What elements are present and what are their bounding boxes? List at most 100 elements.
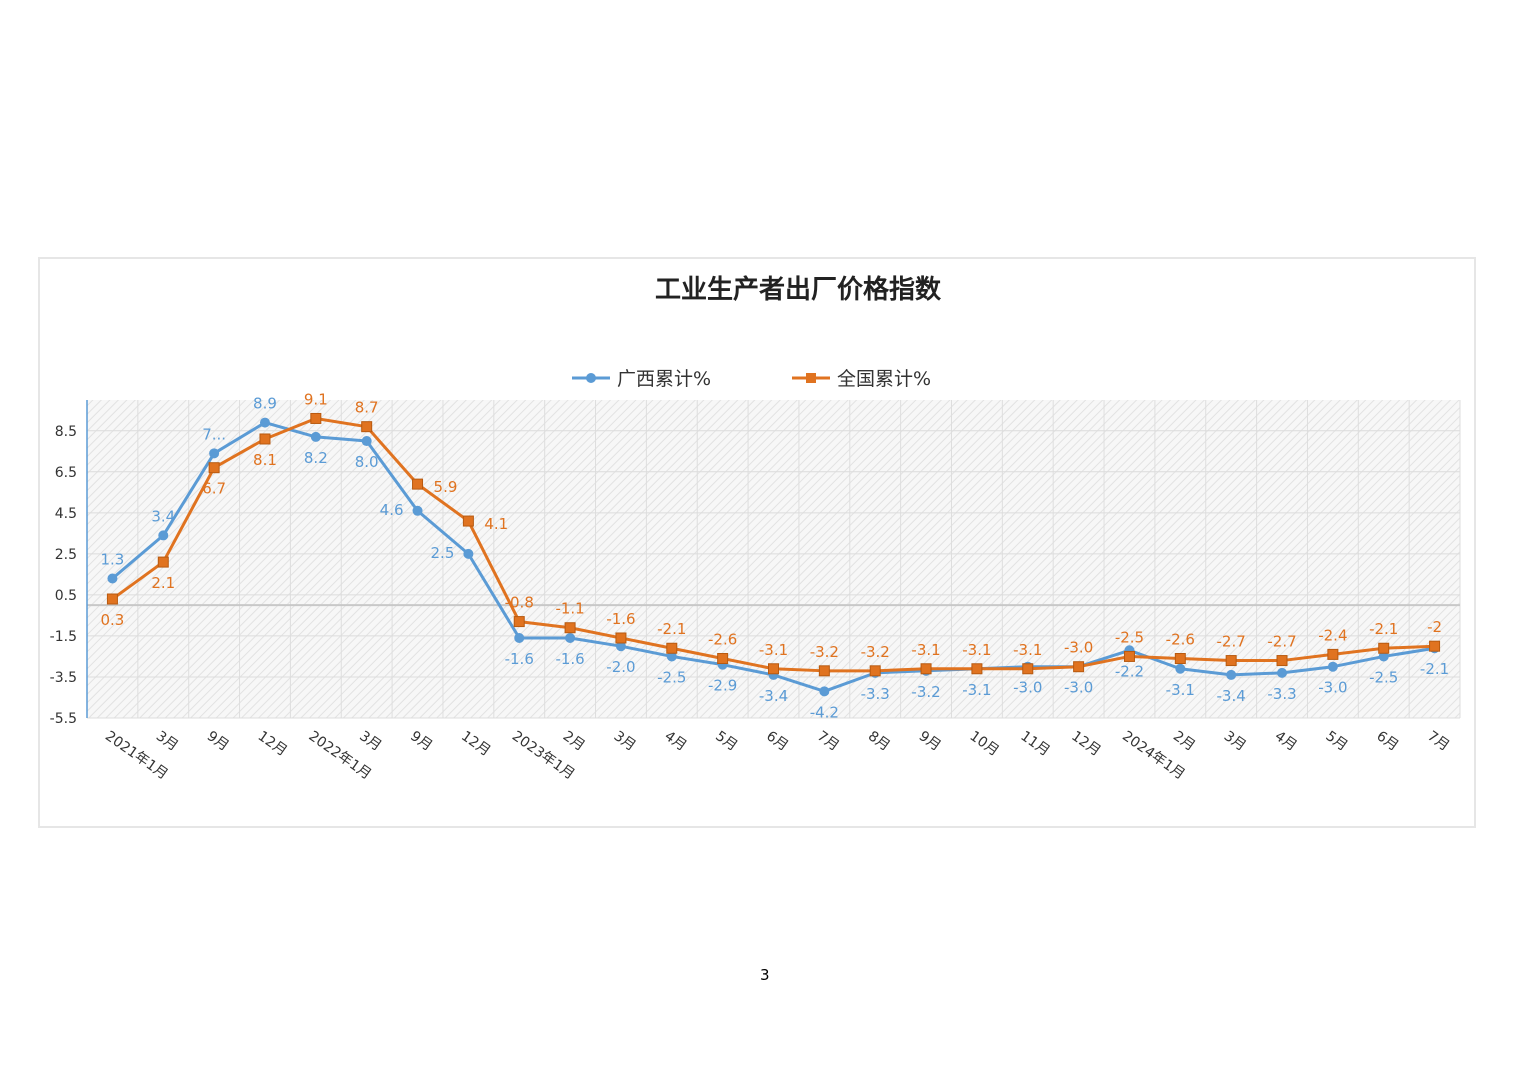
data-point xyxy=(209,448,220,459)
y-tick-label: 2.5 xyxy=(55,547,77,563)
data-label: -2.1 xyxy=(657,620,686,638)
data-point xyxy=(564,622,576,634)
data-label: -2.5 xyxy=(1115,628,1144,646)
data-label: 5.9 xyxy=(434,478,458,496)
data-point xyxy=(310,412,322,424)
data-point xyxy=(565,632,576,643)
data-label: 8.2 xyxy=(304,449,328,467)
x-tick-label: 9月 xyxy=(204,728,232,754)
data-label: 0.3 xyxy=(100,611,124,629)
data-label: -3.0 xyxy=(1318,679,1347,697)
data-label: 8.0 xyxy=(355,453,379,471)
data-point xyxy=(1225,655,1237,667)
data-point xyxy=(819,686,830,697)
x-tick-label: 8月 xyxy=(865,728,893,754)
data-label: -4.2 xyxy=(810,703,839,721)
data-label: -3.2 xyxy=(861,643,890,661)
data-point xyxy=(768,663,779,675)
data-label: -3.2 xyxy=(911,683,940,701)
legend-label-guangxi: 广西累计% xyxy=(617,368,711,390)
data-label: -3.0 xyxy=(1013,679,1042,697)
series: 1.3 3.4 7... 8.9 8.2 8.0 4.6 2.5 -1.6 -1.6 -2.0 -2.… xyxy=(100,390,1449,721)
data-label: -3.1 xyxy=(1013,641,1042,659)
data-point xyxy=(1073,661,1085,673)
data-point xyxy=(1123,650,1135,662)
data-label: -3.4 xyxy=(1217,687,1246,705)
x-tick-label: 7月 xyxy=(1424,728,1452,754)
data-point xyxy=(463,548,474,559)
data-label: -1.6 xyxy=(505,650,534,668)
y-tick-label: 8.5 xyxy=(55,424,77,440)
data-label: -1.6 xyxy=(555,650,584,668)
data-label: -3.2 xyxy=(810,643,839,661)
chart-title: 工业生产者出厂价格指数 xyxy=(655,274,942,305)
x-tick-label: 9月 xyxy=(407,728,435,754)
data-point xyxy=(514,632,525,643)
data-point xyxy=(107,573,118,584)
data-point xyxy=(462,515,474,527)
data-label: -3.1 xyxy=(962,641,991,659)
x-tick-label: 4月 xyxy=(662,728,690,754)
data-label: -2.4 xyxy=(1318,626,1347,644)
data-label: -3.3 xyxy=(1267,685,1296,703)
data-point xyxy=(208,462,220,474)
x-tick-label: 2月 xyxy=(560,728,588,754)
data-point xyxy=(1174,653,1186,665)
data-label: -1.6 xyxy=(606,610,635,628)
x-tick-label: 3月 xyxy=(1221,728,1249,754)
x-tick-label: 4月 xyxy=(1272,728,1300,754)
x-tick-label: 10月 xyxy=(967,728,1002,759)
y-tick-label: 4.5 xyxy=(55,506,77,522)
data-label: -2.1 xyxy=(1369,620,1398,638)
data-point xyxy=(1276,655,1288,667)
x-tick-label: 12月 xyxy=(1068,728,1103,759)
data-label: -3.1 xyxy=(911,641,940,659)
data-label: -2.5 xyxy=(1369,668,1398,686)
x-tick-label: 9月 xyxy=(916,728,944,754)
data-label: 2.5 xyxy=(431,544,455,562)
data-label: 2.1 xyxy=(151,574,175,592)
legend-marker-national xyxy=(806,373,816,383)
data-label: 4.6 xyxy=(380,501,404,519)
grid xyxy=(86,400,1461,719)
data-point xyxy=(1378,651,1389,662)
x-tick-label: 11月 xyxy=(1017,728,1052,759)
legend-label-national: 全国累计% xyxy=(837,368,931,390)
y-tick-label: -1.5 xyxy=(50,629,77,645)
data-label: 8.1 xyxy=(253,451,277,469)
data-point xyxy=(1429,640,1441,652)
data-label: 8.7 xyxy=(355,399,379,417)
x-tick-label: 5月 xyxy=(1323,728,1351,754)
data-label: 6.7 xyxy=(202,480,226,498)
x-tick-label: 3月 xyxy=(153,728,181,754)
chart-frame xyxy=(38,257,1476,828)
data-label: 3.4 xyxy=(151,507,175,525)
data-label: -2.2 xyxy=(1115,662,1144,680)
data-point xyxy=(157,556,169,568)
data-point xyxy=(615,641,626,652)
data-label: -3.4 xyxy=(759,687,788,705)
data-point xyxy=(361,421,373,433)
y-tick-label: 6.5 xyxy=(55,465,77,481)
data-label: 7... xyxy=(202,425,226,443)
x-tick-label: 3月 xyxy=(611,728,639,754)
page-number: 3 xyxy=(760,966,770,984)
x-tick-label: 6月 xyxy=(763,728,791,754)
data-point xyxy=(1378,642,1390,654)
data-point xyxy=(361,436,372,447)
legend-marker-guangxi xyxy=(586,373,596,383)
data-point xyxy=(412,478,424,490)
data-point xyxy=(1327,661,1338,672)
data-label: -3.1 xyxy=(1166,681,1195,699)
data-label: -2.7 xyxy=(1217,633,1246,651)
data-label: -2.1 xyxy=(1420,660,1449,678)
data-point xyxy=(818,665,830,677)
x-tick-label: 6月 xyxy=(1373,728,1401,754)
data-label: -2.6 xyxy=(1166,631,1195,649)
data-label: -2.9 xyxy=(708,677,737,695)
data-label: 8.9 xyxy=(253,395,277,413)
data-point xyxy=(971,663,983,675)
data-label: -3.1 xyxy=(962,681,991,699)
x-tick-label: 7月 xyxy=(814,728,842,754)
